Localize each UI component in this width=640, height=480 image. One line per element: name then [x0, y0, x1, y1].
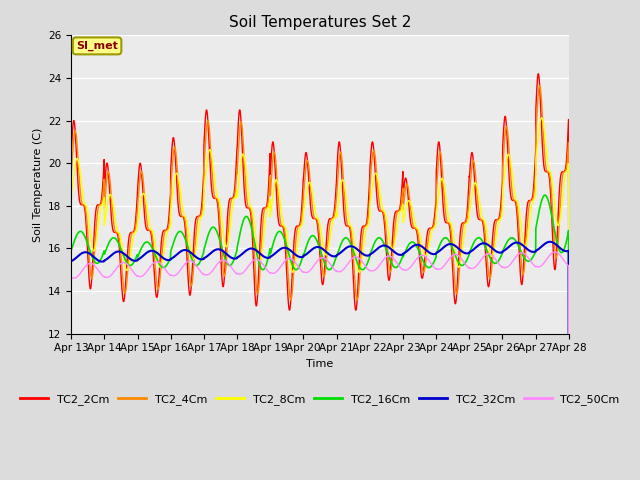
TC2_4Cm — [206, 134, 214, 140]
TC2_8Cm — [464, 218, 472, 224]
TC2_50Cm — [551, 249, 559, 255]
TC2_4Cm — [345, 223, 353, 229]
TC2_32Cm — [345, 244, 353, 250]
TC2_2Cm — [67, 152, 75, 158]
TC2_16Cm — [345, 237, 353, 243]
TC2_32Cm — [521, 244, 529, 250]
TC2_50Cm — [345, 260, 353, 265]
TC2_8Cm — [538, 115, 545, 120]
TC2_50Cm — [521, 251, 529, 257]
TC2_2Cm — [535, 73, 543, 79]
TC2_2Cm — [334, 150, 342, 156]
TC2_16Cm — [464, 254, 472, 260]
TC2_50Cm — [334, 269, 342, 275]
TC2_16Cm — [67, 248, 75, 253]
Line: TC2_2Cm: TC2_2Cm — [71, 74, 569, 480]
X-axis label: Time: Time — [307, 359, 333, 369]
TC2_4Cm — [464, 208, 472, 214]
Title: Soil Temperatures Set 2: Soil Temperatures Set 2 — [229, 15, 411, 30]
TC2_4Cm — [67, 173, 75, 179]
TC2_4Cm — [536, 83, 543, 88]
Line: TC2_50Cm: TC2_50Cm — [71, 252, 569, 480]
TC2_32Cm — [464, 251, 472, 256]
TC2_8Cm — [345, 216, 353, 222]
TC2_2Cm — [345, 223, 353, 229]
TC2_32Cm — [535, 246, 543, 252]
TC2_8Cm — [535, 131, 543, 136]
TC2_8Cm — [521, 244, 529, 250]
Line: TC2_16Cm: TC2_16Cm — [71, 195, 569, 480]
TC2_2Cm — [464, 195, 472, 201]
Line: TC2_8Cm: TC2_8Cm — [71, 118, 569, 480]
TC2_16Cm — [334, 250, 342, 256]
TC2_50Cm — [67, 275, 75, 280]
TC2_8Cm — [206, 147, 214, 153]
TC2_16Cm — [521, 256, 529, 262]
TC2_50Cm — [464, 264, 472, 270]
TC2_32Cm — [546, 239, 554, 245]
TC2_32Cm — [67, 258, 75, 264]
TC2_8Cm — [334, 205, 342, 211]
TC2_32Cm — [206, 251, 214, 257]
TC2_4Cm — [521, 260, 529, 266]
Line: TC2_4Cm: TC2_4Cm — [71, 85, 569, 480]
TC2_4Cm — [535, 87, 543, 93]
Legend: TC2_2Cm, TC2_4Cm, TC2_8Cm, TC2_16Cm, TC2_32Cm, TC2_50Cm: TC2_2Cm, TC2_4Cm, TC2_8Cm, TC2_16Cm, TC2… — [16, 390, 624, 409]
TC2_2Cm — [206, 159, 214, 165]
TC2_8Cm — [67, 193, 75, 199]
Line: TC2_32Cm: TC2_32Cm — [71, 242, 569, 480]
TC2_50Cm — [535, 264, 543, 270]
TC2_16Cm — [541, 192, 548, 198]
TC2_16Cm — [206, 228, 214, 233]
Text: SI_met: SI_met — [76, 41, 118, 51]
Y-axis label: Soil Temperature (C): Soil Temperature (C) — [33, 127, 43, 241]
TC2_2Cm — [534, 71, 542, 77]
TC2_16Cm — [535, 210, 543, 216]
TC2_32Cm — [334, 252, 342, 257]
TC2_4Cm — [334, 174, 342, 180]
TC2_50Cm — [206, 271, 214, 276]
TC2_2Cm — [521, 238, 529, 244]
